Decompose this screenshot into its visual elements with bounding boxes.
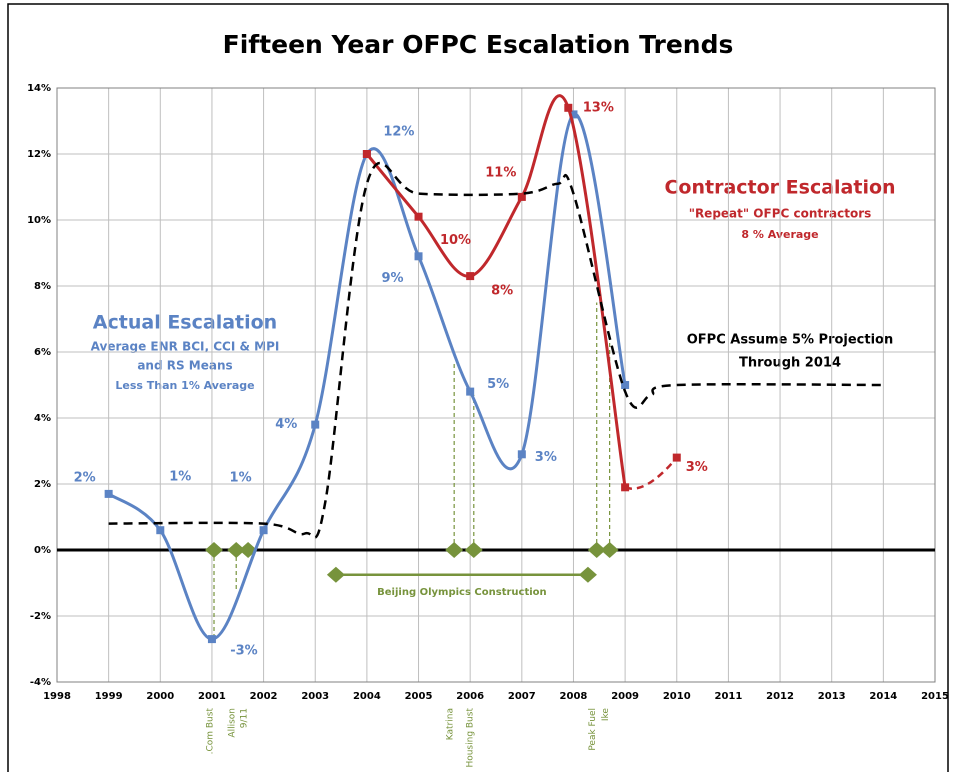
y-tick-label: -2%	[30, 611, 51, 622]
x-tick-label: 2009	[611, 691, 639, 702]
x-tick-label: 1998	[43, 691, 71, 702]
data-label: 4%	[275, 417, 297, 432]
event-marker	[227, 542, 246, 558]
series-marker	[466, 272, 475, 281]
series-marker	[259, 526, 268, 535]
event-label: Housing Bust	[465, 708, 475, 768]
data-label: 11%	[485, 165, 516, 180]
x-tick-label: 2014	[869, 691, 897, 702]
event-label: 9/11	[240, 708, 250, 728]
y-tick-label: 12%	[27, 149, 51, 160]
data-label: 3%	[686, 460, 708, 475]
event-marker	[587, 542, 606, 558]
y-tick-label: 4%	[34, 413, 51, 424]
series-marker	[311, 420, 320, 429]
x-tick-label: 2003	[301, 691, 329, 702]
series-marker	[621, 483, 630, 492]
series-marker	[156, 526, 165, 535]
annotation: Actual Escalation	[93, 312, 277, 334]
series-marker	[414, 212, 423, 221]
x-tick-label: 2001	[198, 691, 226, 702]
event-marker	[445, 542, 464, 558]
event-marker	[326, 566, 345, 583]
x-tick-label: 2008	[560, 691, 588, 702]
x-tick-label: 2005	[405, 691, 433, 702]
x-tick-label: 2011	[714, 691, 742, 702]
annotation: OFPC Assume 5% Projection	[687, 333, 894, 348]
series-marker	[569, 110, 578, 119]
annotation: Through 2014	[739, 356, 841, 371]
y-tick-label: 2%	[34, 479, 51, 490]
annotation: and RS Means	[137, 359, 232, 373]
series-marker	[466, 387, 475, 396]
x-tick-label: 2013	[818, 691, 846, 702]
data-label: 8%	[491, 284, 513, 299]
event-label: Katrina	[446, 708, 456, 740]
series-marker	[621, 381, 630, 389]
y-tick-label: 8%	[34, 281, 51, 292]
y-tick-label: 10%	[27, 215, 51, 226]
x-tick-label: 1999	[95, 691, 123, 702]
event-label: Allison	[228, 708, 238, 738]
event-label: Peak Fuel	[588, 708, 598, 751]
chart-title: Fifteen Year OFPC Escalation Trends	[223, 30, 734, 59]
series-marker	[362, 150, 371, 158]
y-tick-label: 14%	[27, 83, 51, 94]
event-label: .Com Bust	[206, 708, 216, 755]
series-marker	[517, 450, 526, 459]
x-tick-label: 2000	[146, 691, 174, 702]
series-marker	[564, 103, 573, 112]
data-label: 12%	[383, 125, 414, 140]
x-tick-label: 2002	[250, 691, 278, 702]
y-tick-label: 0%	[34, 545, 51, 556]
annotation: Less Than 1% Average	[115, 379, 254, 392]
series-marker	[517, 192, 526, 201]
series-marker	[414, 252, 423, 261]
frame	[7, 3, 949, 776]
annotation: Average ENR BCI, CCI & MPI	[91, 340, 280, 354]
y-tick-label: 6%	[34, 347, 51, 358]
data-label: 9%	[381, 271, 403, 286]
plot-border	[56, 87, 936, 683]
x-tick-label: 2007	[508, 691, 536, 702]
series-marker	[672, 453, 681, 462]
series-marker	[207, 635, 216, 644]
data-label: 3%	[535, 450, 557, 465]
data-label: -3%	[230, 644, 257, 659]
x-tick-label: 2004	[353, 691, 381, 702]
event-marker	[578, 566, 597, 583]
y-tick-label: -4%	[30, 677, 51, 688]
series-marker	[104, 489, 113, 498]
data-label: 1%	[230, 471, 252, 486]
x-tick-label: 2012	[766, 691, 794, 702]
event-label: Ike	[601, 708, 611, 722]
data-label: 13%	[583, 100, 614, 115]
data-label: 5%	[487, 377, 509, 392]
x-tick-label: 2015	[921, 691, 949, 702]
data-label: 1%	[169, 470, 191, 485]
event-marker	[464, 542, 483, 558]
x-tick-label: 2006	[456, 691, 484, 702]
data-label: 2%	[74, 470, 96, 485]
event-marker	[205, 542, 224, 558]
event-marker	[600, 542, 619, 558]
period-label: Beijing Olympics Construction	[377, 587, 547, 598]
data-label: 10%	[440, 233, 471, 248]
x-tick-label: 2010	[663, 691, 691, 702]
series-line	[108, 161, 884, 539]
